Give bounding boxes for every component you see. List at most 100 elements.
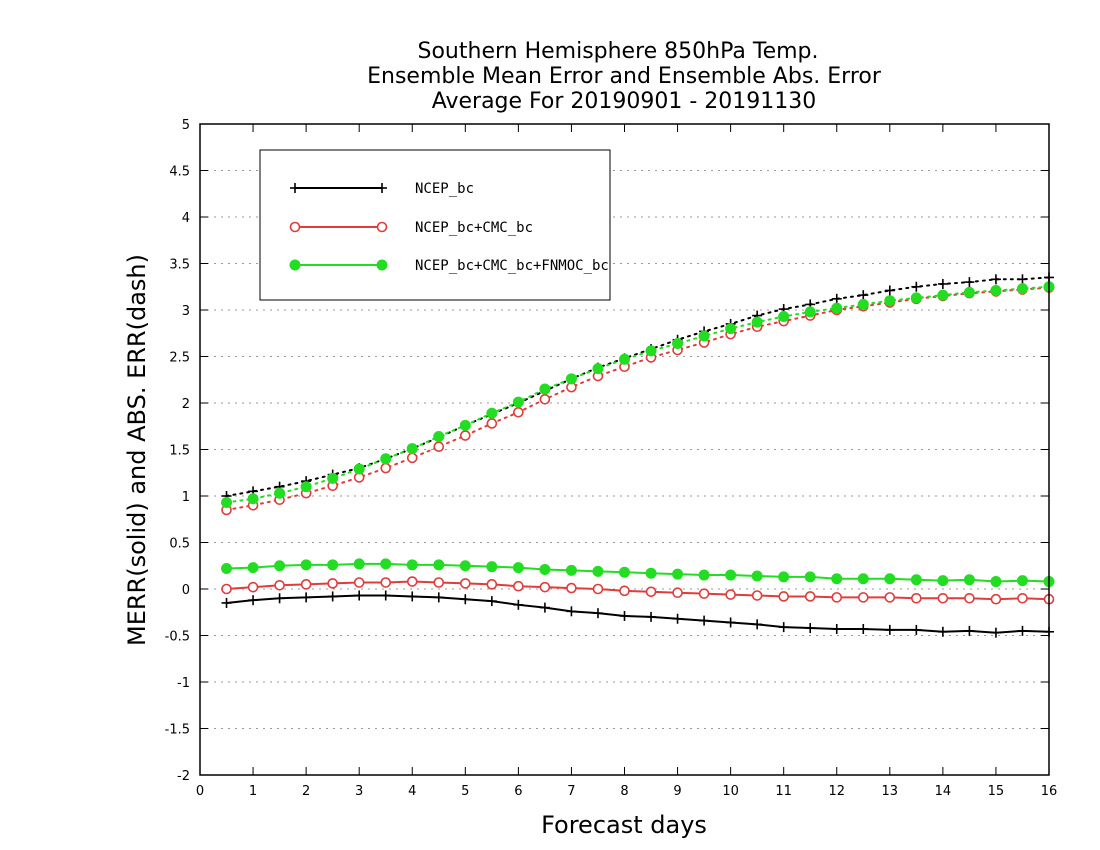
series-3 xyxy=(221,281,1055,588)
merr-point xyxy=(221,597,232,608)
y-tick-label: 4 xyxy=(182,211,190,226)
abs-err-point xyxy=(964,277,975,288)
y-tick-label: 4.5 xyxy=(169,165,190,180)
merr-point xyxy=(831,592,843,603)
abs-err-point xyxy=(804,306,816,318)
merr-point xyxy=(300,579,312,590)
merr-point xyxy=(221,563,233,575)
x-axis-ticks: 0 1 2 3 4 5 6 7 8 9 10 11 12 13 14 15 16 xyxy=(196,124,1057,799)
abs-err-point xyxy=(512,396,524,408)
abs-err-point xyxy=(831,302,843,314)
x-tick-label: 16 xyxy=(1041,784,1058,799)
legend-entry-3: NCEP_bc+CMC_bc+FNMOC_bc xyxy=(289,258,609,274)
merr-point xyxy=(460,594,471,605)
merr-point xyxy=(327,578,338,589)
abs-err-point xyxy=(406,443,418,455)
y-axis-ticks: -2 -1.5 -1 -0.5 0 0.5 1 1.5 2 2.5 3 3.5 4 4.5 5 xyxy=(165,118,1049,784)
merr-point xyxy=(884,624,895,635)
merr-point xyxy=(327,559,339,571)
merr-point xyxy=(274,560,286,572)
merr-point xyxy=(380,577,392,588)
merr-point xyxy=(380,590,391,601)
merr-point xyxy=(699,615,710,626)
merr-point xyxy=(406,559,418,571)
merr-point xyxy=(645,586,657,598)
abs-err-point xyxy=(619,353,630,365)
abs-err-point xyxy=(963,286,975,298)
merr-point xyxy=(857,573,869,585)
merr-point xyxy=(566,606,577,617)
abs-err-point xyxy=(327,472,339,484)
abs-err-point xyxy=(433,441,445,453)
legend-entry-1: NCEP_bc xyxy=(290,181,474,197)
abs-err-point xyxy=(380,453,392,465)
merr-point xyxy=(512,562,524,574)
merr-point xyxy=(752,619,763,630)
abs-err-point xyxy=(1016,283,1028,295)
abs-err-line xyxy=(225,286,1050,511)
merr-point xyxy=(1017,592,1028,604)
abs-err-point xyxy=(672,337,684,349)
merr-point xyxy=(778,622,789,633)
merr-point xyxy=(433,559,445,571)
abs-err-point xyxy=(937,289,949,301)
merr-point xyxy=(354,590,365,601)
x-tick-label: 11 xyxy=(775,784,792,799)
merr-point xyxy=(221,583,232,595)
merr-point xyxy=(911,592,922,604)
merr-point xyxy=(990,593,1002,605)
abs-err-point xyxy=(539,393,551,405)
merr-point xyxy=(937,626,948,637)
merr-point xyxy=(301,592,312,603)
legend-entry-2: NCEP_bc+CMC_bc xyxy=(289,220,533,236)
merr-point xyxy=(406,576,418,587)
merr-point xyxy=(248,595,259,606)
legend-marker xyxy=(376,221,388,233)
x-tick-label: 0 xyxy=(196,784,204,799)
merr-point xyxy=(990,627,1001,638)
merr-point xyxy=(964,592,975,604)
merr-point xyxy=(778,571,790,583)
merr-point xyxy=(725,569,737,581)
x-tick-label: 14 xyxy=(935,784,952,799)
abs-err-point xyxy=(990,274,1001,285)
abs-err-point xyxy=(1017,274,1028,285)
abs-err-point xyxy=(539,383,551,395)
abs-err-point xyxy=(858,290,869,301)
abs-err-point xyxy=(353,463,365,475)
abs-err-point xyxy=(380,462,392,474)
abs-err-point xyxy=(486,407,498,419)
legend: NCEP_bc NCEP_bc+CMC_bc NCEP_bc+CMC_bc+FNMO… xyxy=(259,149,611,301)
merr-point xyxy=(274,579,285,591)
merr-point xyxy=(751,570,763,582)
y-tick-label: 3.5 xyxy=(169,258,190,273)
merr-point xyxy=(937,592,949,604)
merr-point xyxy=(459,560,471,572)
y-tick-label: 1.5 xyxy=(169,444,190,459)
x-tick-label: 4 xyxy=(408,784,416,799)
merr-point xyxy=(619,610,630,621)
x-tick-label: 13 xyxy=(882,784,899,799)
abs-err-point xyxy=(751,316,763,328)
merr-point xyxy=(539,563,551,575)
x-tick-label: 3 xyxy=(355,784,363,799)
x-axis-label: Forecast days xyxy=(541,811,707,839)
merr-point xyxy=(566,582,577,594)
merr-point xyxy=(725,617,736,628)
merr-point xyxy=(805,623,816,634)
merr-point xyxy=(937,575,949,587)
chart-title: Southern Hemisphere 850hPa Temp. Ensembl… xyxy=(367,39,882,114)
merr-point xyxy=(672,613,683,624)
abs-err-point xyxy=(910,292,922,304)
legend-marker xyxy=(289,221,301,233)
merr-point xyxy=(592,565,604,577)
x-tick-label: 10 xyxy=(722,784,739,799)
legend-marker xyxy=(289,259,301,271)
y-tick-label: 0 xyxy=(182,583,190,598)
x-tick-label: 2 xyxy=(302,784,310,799)
merr-point xyxy=(857,592,869,603)
y-tick-label: -1.5 xyxy=(165,723,190,738)
title-line-3: Average For 20190901 - 20191130 xyxy=(432,89,817,114)
merr-point xyxy=(858,623,869,634)
abs-err-point xyxy=(406,452,418,464)
